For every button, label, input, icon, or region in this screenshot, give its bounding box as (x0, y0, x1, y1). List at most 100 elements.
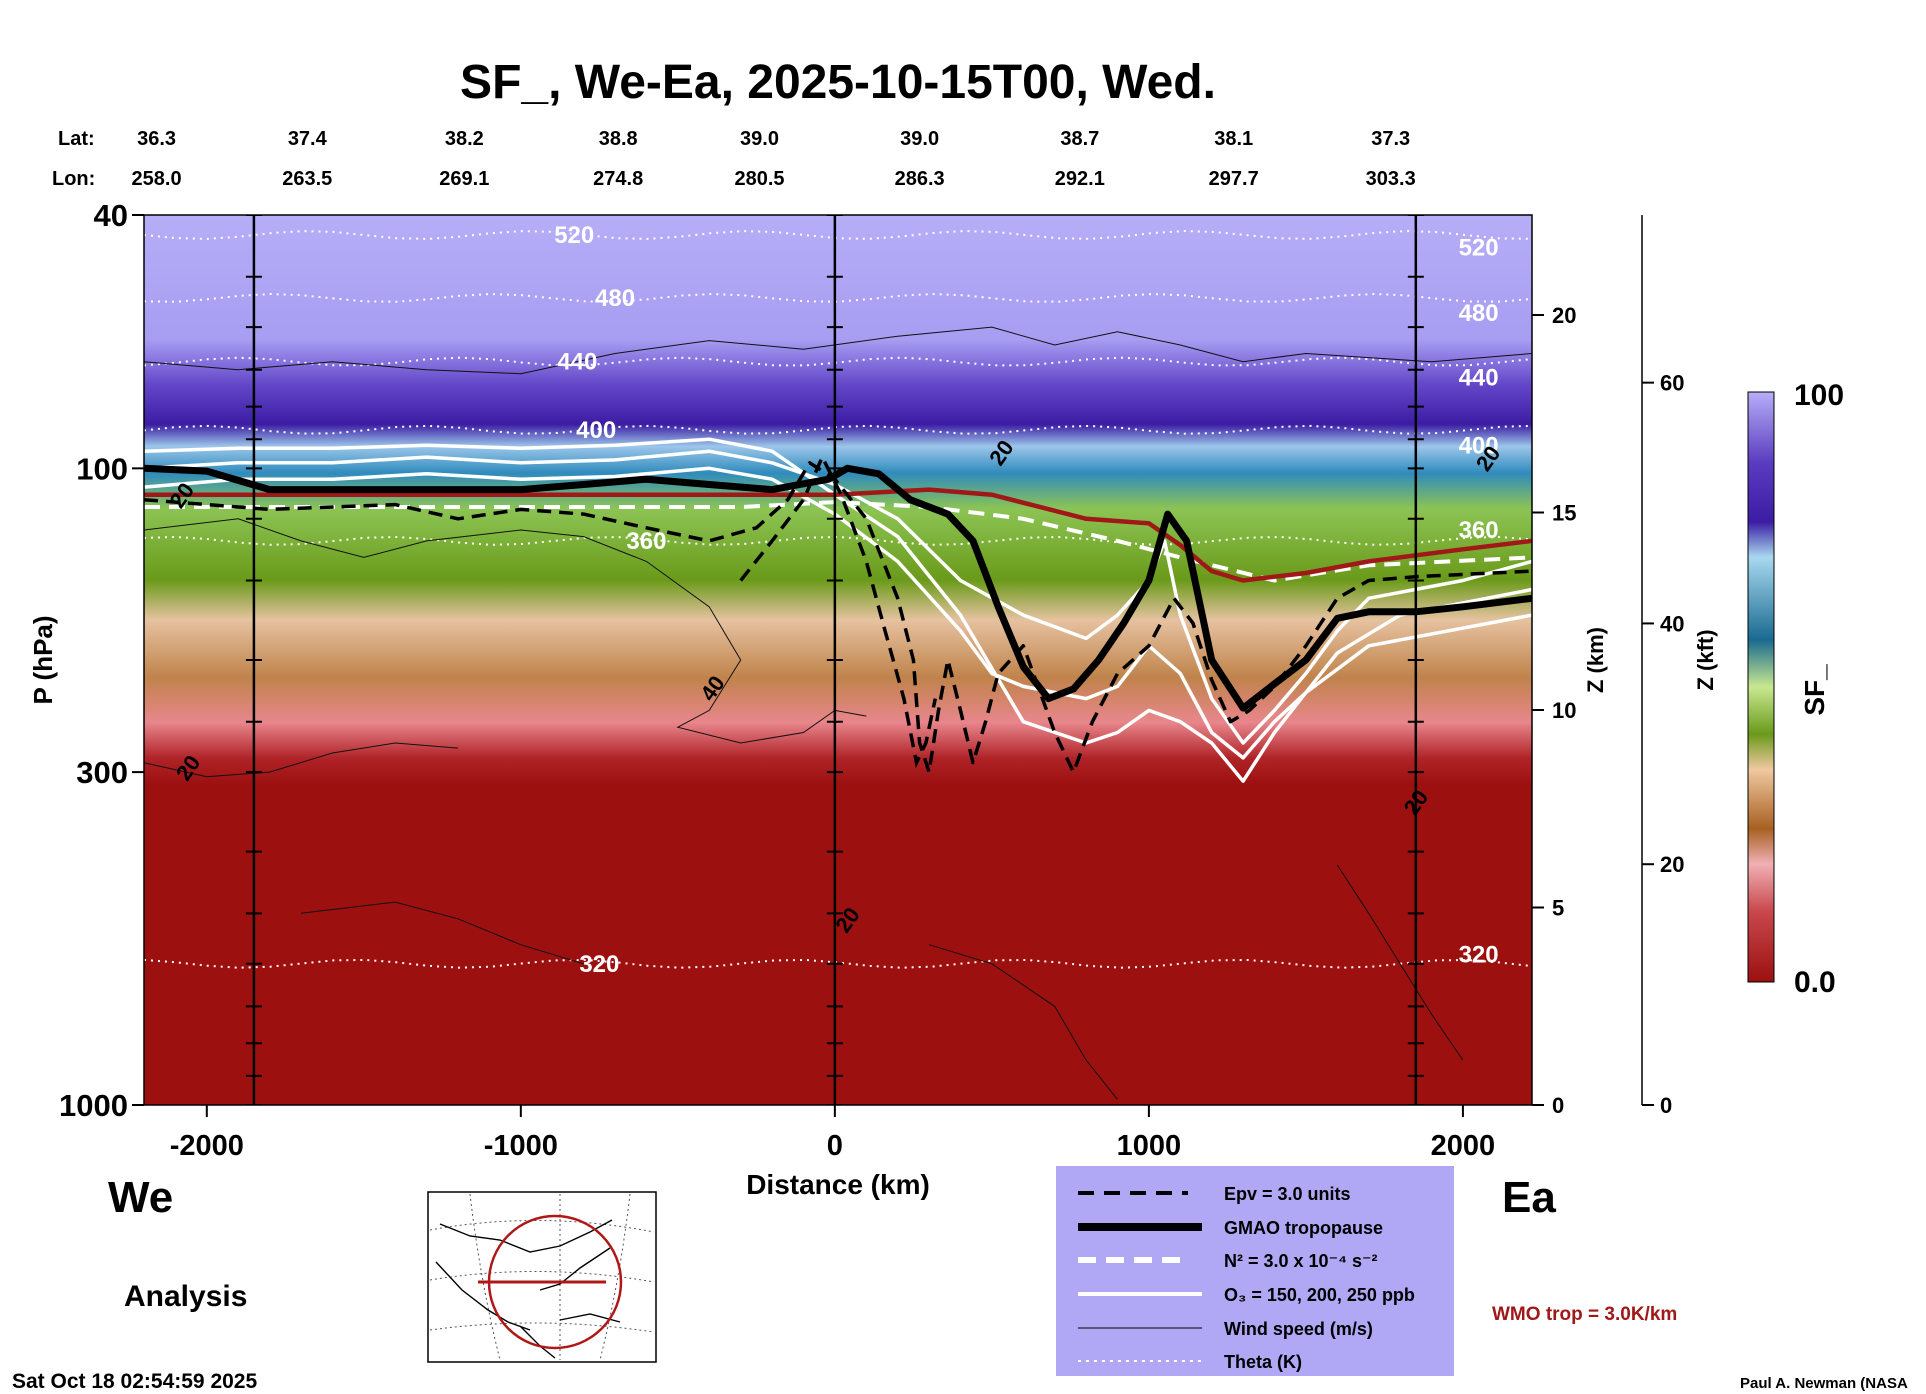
east-label: Ea (1502, 1173, 1556, 1222)
y-tick-label: 40 (94, 198, 128, 233)
legend-item-o3: O₃ = 150, 200, 250 ppb (1224, 1285, 1415, 1305)
theta-label: 400 (1459, 432, 1499, 459)
wmo-trop-label: WMO trop = 3.0K/km (1492, 1304, 1677, 1325)
colorbar-max-label: 100 (1794, 379, 1844, 412)
theta-label: 360 (1459, 517, 1499, 544)
theta-label: 520 (554, 222, 594, 249)
x-tick-label: 0 (827, 1130, 843, 1162)
inset-map-coastlines (435, 1219, 621, 1359)
theta-label: 320 (1459, 941, 1499, 968)
wind-speed-contour (928, 944, 1118, 1100)
x-tick-label: -1000 (484, 1130, 558, 1162)
wind-speed-contour (144, 518, 867, 744)
colorbar-bar (1747, 391, 1775, 983)
wind-speed-contour (144, 742, 459, 778)
y-axis-label: P (hPa) (28, 615, 58, 704)
z-kft-tick-label: 0 (1660, 1093, 1672, 1118)
epv-line (144, 461, 1532, 774)
wmo-tropopause-line (144, 487, 1532, 583)
x-tick-label: 2000 (1431, 1130, 1496, 1162)
lat-value: 37.3 (1371, 128, 1410, 150)
lon-value: 263.5 (282, 168, 332, 190)
lon-value: 286.3 (895, 168, 945, 190)
y-tick-label: 300 (76, 755, 128, 790)
legend-item-gmao: GMAO tropopause (1224, 1218, 1383, 1238)
lon-value: 297.7 (1209, 168, 1259, 190)
plot-frame (143, 214, 1533, 1106)
gmao-tropopause-line (144, 464, 1532, 712)
colorbar: 100 0.0 SF_ (1747, 379, 1844, 999)
theta-label: 480 (1459, 300, 1499, 327)
theta-label: 520 (1459, 235, 1499, 262)
lat-value: 39.0 (900, 128, 939, 150)
legend-item-theta: Theta (K) (1224, 1352, 1302, 1372)
z-km-axis-label: Z (km) (1583, 627, 1608, 693)
plot-area (143, 214, 1533, 1106)
wind-speed-contour (300, 901, 584, 965)
z-kft-axis-label: Z (kft) (1693, 629, 1718, 690)
z-kft-tick-label: 20 (1660, 852, 1684, 877)
legend-item-epv: Epv = 3.0 units (1224, 1184, 1351, 1204)
z-km-tick-label: 10 (1552, 698, 1576, 723)
lat-value: 36.3 (137, 128, 176, 150)
lat-value: 38.7 (1060, 128, 1099, 150)
x-tick-label: -2000 (170, 1130, 244, 1162)
lat-value: 39.0 (740, 128, 779, 150)
lat-value: 38.2 (445, 128, 484, 150)
theta-line (144, 229, 1532, 240)
theta-label: 480 (595, 285, 635, 312)
analysis-label: Analysis (124, 1280, 247, 1313)
z-km-tick-label: 0 (1552, 1093, 1564, 1118)
wind-speed-contour (1336, 864, 1464, 1061)
wind-speed-contour (144, 326, 1532, 375)
colorbar-min-label: 0.0 (1794, 966, 1836, 999)
legend-box (1056, 1166, 1454, 1376)
chart-title: SF_, We-Ea, 2025-10-15T00, Wed. (460, 56, 1216, 109)
x-axis-label: Distance (km) (746, 1169, 930, 1200)
z-km-tick-label: 5 (1552, 896, 1564, 921)
y-tick-label: 1000 (59, 1088, 128, 1123)
theta-label: 440 (557, 349, 597, 376)
colorbar-title: SF_ (1799, 664, 1830, 716)
y-tick-label: 100 (76, 451, 128, 486)
legend: Epv = 3.0 units GMAO tropopause N² = 3.0… (1056, 1166, 1454, 1376)
lat-value: 38.1 (1214, 128, 1253, 150)
lon-value: 303.3 (1366, 168, 1416, 190)
inset-map-frame (427, 1191, 657, 1363)
lon-value: 258.0 (132, 168, 182, 190)
z-kft-tick-label: 40 (1660, 611, 1684, 636)
z-km-tick-label: 15 (1552, 501, 1576, 526)
lat-label: Lat: (58, 128, 95, 150)
legend-item-wind: Wind speed (m/s) (1224, 1319, 1373, 1339)
theta-label: 360 (626, 528, 666, 555)
credit: Paul A. Newman (NASA (1740, 1375, 1908, 1392)
theta-line (144, 535, 1532, 546)
x-tick-label: 1000 (1117, 1130, 1182, 1162)
inset-map (427, 1191, 657, 1363)
theta-label: 400 (576, 417, 616, 444)
west-label: We (108, 1173, 173, 1222)
theta-label: 320 (579, 951, 619, 978)
lon-value: 274.8 (593, 168, 643, 190)
theta-line (144, 292, 1532, 303)
theta-line (144, 424, 1532, 435)
lat-value: 37.4 (288, 128, 328, 150)
theta-label: 440 (1459, 365, 1499, 392)
lon-value: 292.1 (1055, 168, 1105, 190)
lon-value: 280.5 (734, 168, 784, 190)
lat-value: 38.8 (599, 128, 638, 150)
ozone-contour (144, 437, 1532, 783)
ozone-contour (144, 466, 1532, 760)
inset-map-graticule (429, 1193, 655, 1361)
timestamp: Sat Oct 18 02:54:59 2025 (12, 1370, 257, 1393)
z-kft-tick-label: 60 (1660, 371, 1684, 396)
lon-label: Lon: (52, 168, 95, 190)
legend-item-n2: N² = 3.0 x 10⁻⁴ s⁻² (1224, 1251, 1377, 1271)
n2-line (144, 500, 1532, 583)
z-km-tick-label: 20 (1552, 303, 1576, 328)
lat-lon-header: Lat: Lon: 36.3 258.0 37.4 263.5 38.2 269.1 38.… (52, 128, 1416, 190)
ozone-contour (144, 449, 1532, 745)
theta-line (144, 958, 1532, 969)
theta-line (144, 356, 1532, 367)
